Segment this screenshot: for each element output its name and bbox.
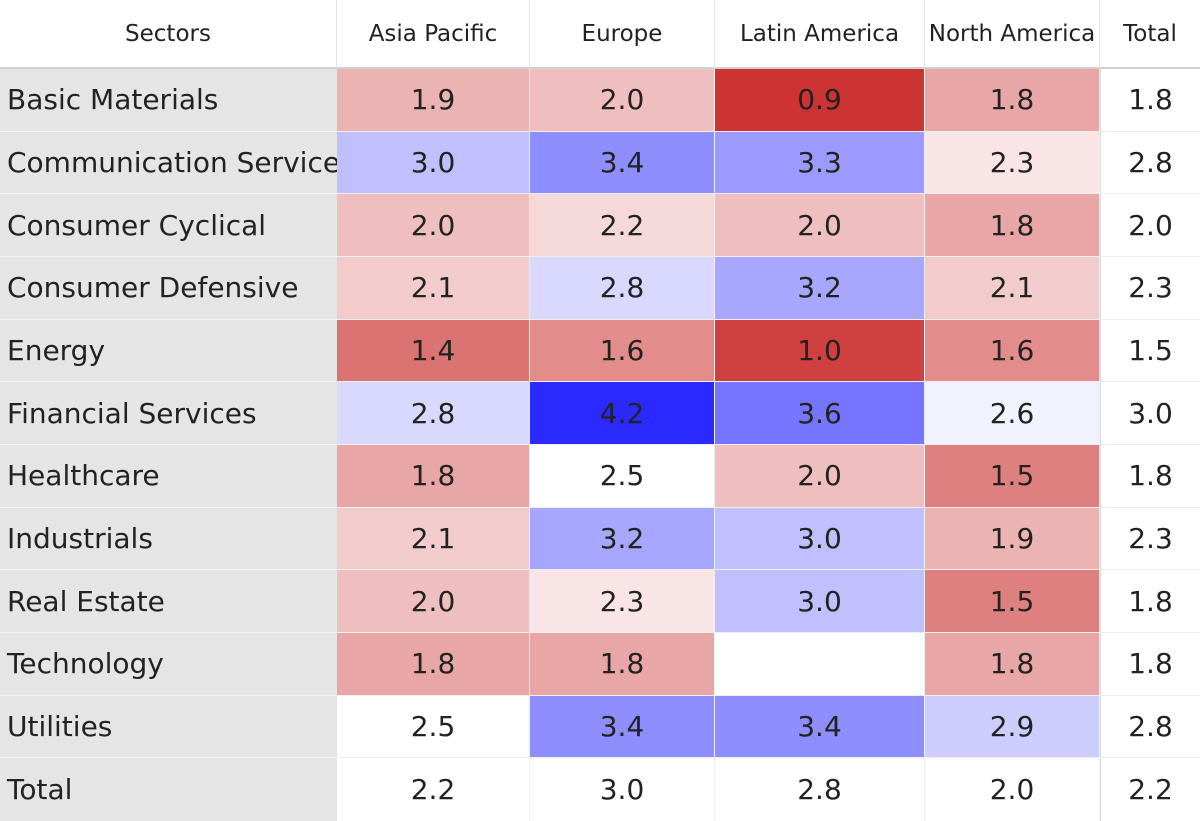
column-header-latin-america: Latin America <box>715 0 925 69</box>
heat-cell-basic-materials-latin-america: 0.9 <box>715 69 925 132</box>
row-label-financial-services: Financial Services <box>0 382 337 445</box>
row-total-consumer-cyclical: 2.0 <box>1100 194 1200 257</box>
heat-cell-consumer-cyclical-north-america: 1.8 <box>925 194 1100 257</box>
grand-total: 2.2 <box>1100 758 1200 821</box>
heat-cell-consumer-cyclical-europe: 2.2 <box>530 194 715 257</box>
heat-cell-basic-materials-asia-pacific: 1.9 <box>337 69 530 132</box>
heat-cell-technology-europe: 1.8 <box>530 632 715 696</box>
heat-cell-industrials-latin-america: 3.0 <box>715 507 925 571</box>
column-total-latin-america: 2.8 <box>715 758 925 821</box>
row-label-real-estate: Real Estate <box>0 570 337 633</box>
heat-cell-financial-services-north-america: 2.6 <box>925 382 1100 445</box>
heat-cell-industrials-north-america: 1.9 <box>925 507 1100 571</box>
heat-cell-communication-services-europe: 3.4 <box>530 131 715 195</box>
column-header-asia-pacific: Asia Pacific <box>337 0 530 69</box>
row-total-consumer-defensive: 2.3 <box>1100 256 1200 320</box>
heat-cell-energy-europe: 1.6 <box>530 319 715 383</box>
row-total-communication-services: 2.8 <box>1100 131 1200 195</box>
column-header-total: Total <box>1100 0 1200 69</box>
heat-cell-healthcare-asia-pacific: 1.8 <box>337 444 530 508</box>
row-label-energy: Energy <box>0 319 337 383</box>
heat-cell-real-estate-north-america: 1.5 <box>925 570 1100 633</box>
heat-cell-technology-north-america: 1.8 <box>925 632 1100 696</box>
heat-cell-industrials-asia-pacific: 2.1 <box>337 507 530 571</box>
heat-cell-basic-materials-europe: 2.0 <box>530 69 715 132</box>
row-total-real-estate: 1.8 <box>1100 570 1200 633</box>
row-label-basic-materials: Basic Materials <box>0 69 337 132</box>
column-total-europe: 3.0 <box>530 758 715 821</box>
row-label-consumer-defensive: Consumer Defensive <box>0 256 337 320</box>
heat-cell-energy-asia-pacific: 1.4 <box>337 319 530 383</box>
row-label-total: Total <box>0 758 337 821</box>
heat-cell-consumer-defensive-latin-america: 3.2 <box>715 256 925 320</box>
heat-cell-financial-services-europe: 4.2 <box>530 382 715 445</box>
heat-cell-financial-services-latin-america: 3.6 <box>715 382 925 445</box>
row-label-industrials: Industrials <box>0 507 337 571</box>
heat-cell-real-estate-asia-pacific: 2.0 <box>337 570 530 633</box>
heat-cell-consumer-defensive-north-america: 2.1 <box>925 256 1100 320</box>
heat-cell-healthcare-latin-america: 2.0 <box>715 444 925 508</box>
heat-cell-consumer-defensive-asia-pacific: 2.1 <box>337 256 530 320</box>
heat-cell-utilities-north-america: 2.9 <box>925 695 1100 759</box>
heat-cell-consumer-cyclical-latin-america: 2.0 <box>715 194 925 257</box>
row-total-healthcare: 1.8 <box>1100 444 1200 508</box>
column-header-europe: Europe <box>530 0 715 69</box>
row-total-industrials: 2.3 <box>1100 507 1200 571</box>
heat-cell-utilities-latin-america: 3.4 <box>715 695 925 759</box>
row-label-utilities: Utilities <box>0 695 337 759</box>
corner-header: Sectors <box>0 0 337 69</box>
row-label-communication-services: Communication Services <box>0 131 355 195</box>
column-total-north-america: 2.0 <box>925 758 1100 821</box>
row-total-energy: 1.5 <box>1100 319 1200 383</box>
heat-cell-industrials-europe: 3.2 <box>530 507 715 571</box>
row-label-technology: Technology <box>0 632 337 696</box>
heat-cell-communication-services-latin-america: 3.3 <box>715 131 925 195</box>
heat-cell-real-estate-europe: 2.3 <box>530 570 715 633</box>
heat-cell-energy-north-america: 1.6 <box>925 319 1100 383</box>
column-total-asia-pacific: 2.2 <box>337 758 530 821</box>
heat-cell-consumer-cyclical-asia-pacific: 2.0 <box>337 194 530 257</box>
heat-cell-energy-latin-america: 1.0 <box>715 319 925 383</box>
heat-cell-consumer-defensive-europe: 2.8 <box>530 256 715 320</box>
heat-cell-communication-services-north-america: 2.3 <box>925 131 1100 195</box>
heat-cell-communication-services-asia-pacific: 3.0 <box>337 131 530 195</box>
heat-cell-financial-services-asia-pacific: 2.8 <box>337 382 530 445</box>
row-label-consumer-cyclical: Consumer Cyclical <box>0 194 337 257</box>
heat-cell-technology-latin-america <box>715 632 925 696</box>
heat-cell-healthcare-europe: 2.5 <box>530 444 715 508</box>
heat-cell-healthcare-north-america: 1.5 <box>925 444 1100 508</box>
heat-cell-utilities-asia-pacific: 2.5 <box>337 695 530 759</box>
row-total-basic-materials: 1.8 <box>1100 69 1200 132</box>
row-total-utilities: 2.8 <box>1100 695 1200 759</box>
heat-cell-real-estate-latin-america: 3.0 <box>715 570 925 633</box>
heat-cell-technology-asia-pacific: 1.8 <box>337 632 530 696</box>
heat-cell-basic-materials-north-america: 1.8 <box>925 69 1100 132</box>
column-header-north-america: North America <box>925 0 1100 69</box>
row-total-financial-services: 3.0 <box>1100 382 1200 445</box>
row-label-healthcare: Healthcare <box>0 444 337 508</box>
row-total-technology: 1.8 <box>1100 632 1200 696</box>
heat-cell-utilities-europe: 3.4 <box>530 695 715 759</box>
